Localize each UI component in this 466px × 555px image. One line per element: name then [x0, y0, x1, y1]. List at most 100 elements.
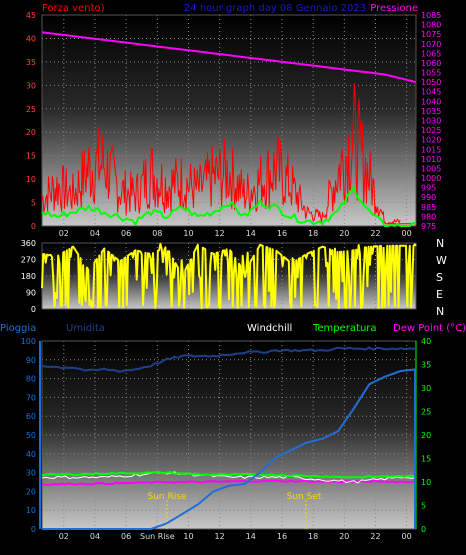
x-tick-label: 06: [121, 229, 131, 238]
y-tick-label: 40: [26, 34, 36, 43]
y2-tick-label: 980: [421, 212, 436, 221]
x-tick-label: 22: [370, 532, 380, 541]
direction-letter: N: [436, 305, 444, 318]
y-tick-label: 50: [26, 431, 36, 440]
y-tick-label: 45: [26, 11, 36, 20]
direction-letters: N W S E N: [436, 237, 447, 318]
y2-tick-label: 0: [421, 525, 426, 534]
direction-letter: S: [436, 271, 443, 284]
sunrise-label: Sun Rise: [148, 492, 187, 502]
x-tick-label: 04: [90, 532, 100, 541]
direction-letter: E: [436, 288, 443, 301]
y2-tick-label: 1075: [421, 30, 441, 39]
y-tick-label: 20: [26, 487, 36, 496]
x-tick-label: 12: [215, 229, 225, 238]
x-tick-label: 04: [90, 229, 100, 238]
y2-tick-label: 40: [421, 337, 431, 346]
y-tick-label: 30: [26, 469, 36, 478]
wind-title: Forza vento): [42, 3, 105, 14]
sunset-label: Sun Set: [287, 492, 322, 502]
x-tick-label: 18: [308, 532, 318, 541]
axes-layer: 0510152025303540459759809859909951000100…: [21, 11, 442, 541]
y-tick-label: 90: [26, 356, 36, 365]
y2-tick-label: 15: [421, 455, 431, 464]
y-tick-label: 20: [26, 128, 36, 137]
y2-tick-label: 20: [421, 431, 431, 440]
windchill-label: Windchill: [247, 323, 292, 334]
y2-tick-label: 35: [421, 361, 431, 370]
y-tick-label: 80: [26, 375, 36, 384]
y2-tick-label: 975: [421, 222, 436, 231]
y2-tick-label: 1050: [421, 78, 441, 87]
dew-point-label: Dew Point (°C): [393, 323, 466, 334]
y2-tick-label: 10: [421, 478, 431, 487]
x-tick-label: 18: [308, 229, 318, 238]
y-tick-label: 30: [26, 81, 36, 90]
chart-main-title: 24 hour graph day 08 Gennaio 2023: [184, 3, 366, 14]
y2-tick-label: 1070: [421, 40, 441, 49]
y2-tick-label: 1035: [421, 107, 441, 116]
y-tick-label: 70: [26, 393, 36, 402]
y2-tick-label: 995: [421, 184, 436, 193]
y2-tick-label: 1010: [421, 155, 441, 164]
y2-tick-label: 5: [421, 502, 426, 511]
x-tick-label: 16: [277, 229, 287, 238]
y-tick-label: 90: [26, 289, 36, 298]
x-tick-label: 20: [339, 229, 349, 238]
y-tick-label: 35: [26, 58, 36, 67]
x-tick-label: Sun Rise: [140, 532, 175, 541]
y2-tick-label: 1025: [421, 126, 441, 135]
wind-direction-line: [41, 242, 417, 310]
windchill-line: [41, 471, 417, 484]
y-tick-label: 5: [31, 199, 36, 208]
y2-tick-label: 1055: [421, 69, 441, 78]
y-tick-label: 0: [31, 305, 36, 314]
y-tick-label: 60: [26, 412, 36, 421]
humidity-label: Umidita: [66, 323, 105, 334]
y2-tick-label: 1005: [421, 164, 441, 173]
x-tick-label: 08: [152, 229, 162, 238]
y-tick-label: 0: [31, 222, 36, 231]
x-tick-label: 00: [402, 229, 412, 238]
direction-letter: N: [436, 237, 444, 250]
x-tick-label: 02: [59, 532, 69, 541]
plot-border: [41, 14, 417, 227]
y-tick-label: 0: [31, 525, 36, 534]
y-tick-label: 360: [21, 239, 36, 248]
y2-tick-label: 1080: [421, 21, 441, 30]
y2-tick-label: 1000: [421, 174, 441, 183]
pressure-line: [41, 31, 417, 84]
y-tick-label: 25: [26, 105, 36, 114]
y-tick-label: 10: [26, 506, 36, 515]
series-layer: [41, 31, 417, 530]
dew-point-line: [41, 479, 417, 486]
y2-tick-label: 990: [421, 193, 436, 202]
x-tick-label: 22: [370, 229, 380, 238]
y2-tick-label: 1060: [421, 59, 441, 68]
y-tick-label: 100: [21, 337, 36, 346]
x-tick-label: 06: [121, 532, 131, 541]
y2-tick-label: 1065: [421, 49, 441, 58]
x-tick-label: 12: [215, 532, 225, 541]
y2-tick-label: 1020: [421, 136, 441, 145]
x-tick-label: 20: [339, 532, 349, 541]
x-tick-label: 14: [246, 532, 256, 541]
y-tick-label: 15: [26, 152, 36, 161]
y2-tick-label: 30: [421, 384, 431, 393]
y2-tick-label: 25: [421, 408, 431, 417]
x-tick-label: 10: [183, 532, 193, 541]
rain-line: [42, 368, 417, 530]
temperature-label: Temperatura: [312, 323, 377, 334]
y2-tick-label: 1040: [421, 97, 441, 106]
x-tick-label: 16: [277, 532, 287, 541]
y2-tick-label: 1045: [421, 88, 441, 97]
y-tick-label: 10: [26, 175, 36, 184]
x-tick-label: 02: [59, 229, 69, 238]
y2-tick-label: 1030: [421, 117, 441, 126]
y-tick-label: 40: [26, 450, 36, 459]
y-tick-label: 180: [21, 272, 36, 281]
y2-tick-label: 985: [421, 203, 436, 212]
rain-label: Pioggia: [0, 323, 36, 334]
